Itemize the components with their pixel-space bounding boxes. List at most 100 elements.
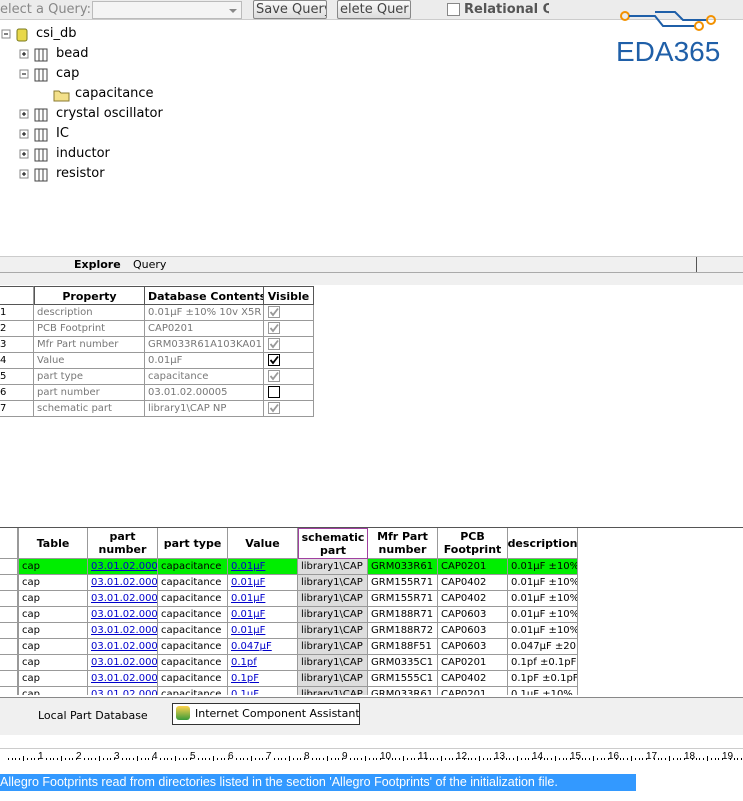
result-cell: 0.1pf ±0.1pF: [508, 655, 578, 671]
ruler-tick: [448, 758, 450, 760]
tree-node[interactable]: resistor: [56, 166, 105, 181]
ruler-tick: [691, 758, 693, 760]
ruler-tick: [593, 756, 594, 761]
ruler-label: 18: [684, 751, 696, 762]
result-cell[interactable]: 0.01µF: [228, 575, 298, 591]
column-header[interactable]: part number: [88, 528, 158, 559]
ruler-tick: [589, 758, 591, 760]
result-cell[interactable]: 03.01.02.000: [88, 687, 158, 695]
result-cell[interactable]: 03.01.02.000: [88, 607, 158, 623]
ruler-tick: [186, 758, 188, 760]
column-header[interactable]: Value: [228, 528, 298, 559]
ruler-tick: [137, 756, 138, 761]
tree-node[interactable]: bead: [56, 46, 89, 61]
result-cell[interactable]: 03.01.02.000: [88, 671, 158, 687]
result-cell[interactable]: 0.01µF: [228, 623, 298, 639]
result-cell[interactable]: 03.01.02.000: [88, 639, 158, 655]
result-cell[interactable]: 0.1pF: [228, 671, 298, 687]
delete-query-button[interactable]: elete Quer: [337, 0, 411, 19]
ruler-tick: [228, 758, 230, 760]
ruler-tick: [296, 758, 298, 760]
column-header[interactable]: Table: [18, 528, 88, 559]
ruler-tick: [281, 758, 283, 760]
ruler-tick: [53, 758, 55, 760]
result-cell[interactable]: 0.01µF: [228, 559, 298, 575]
visible-checkbox: [268, 338, 280, 350]
result-cell: CAP0201: [438, 655, 508, 671]
tab-query[interactable]: Query: [133, 258, 167, 271]
ruler-tick: [452, 758, 454, 760]
tree-node[interactable]: IC: [56, 126, 69, 141]
ruler-tick: [570, 758, 572, 760]
ruler-tick: [365, 756, 366, 761]
ruler-tick: [72, 758, 74, 760]
ruler-tick: [64, 758, 66, 760]
result-cell: cap: [18, 671, 88, 687]
ruler-tick: [190, 758, 192, 760]
ruler-tick: [581, 758, 583, 760]
ruler-tick: [532, 758, 534, 760]
tree-node[interactable]: capacitance: [75, 86, 154, 101]
result-cell[interactable]: 0.047µF: [228, 639, 298, 655]
result-cell[interactable]: 0.1µF: [228, 687, 298, 695]
result-cell: cap: [18, 655, 88, 671]
tree-root[interactable]: csi_db: [36, 26, 77, 41]
tree-node[interactable]: crystal oscillator: [56, 106, 163, 121]
ruler-tick: [300, 758, 302, 760]
result-cell: cap: [18, 607, 88, 623]
ruler-tick: [125, 758, 127, 760]
ruler-tick: [456, 758, 458, 760]
db-icon: [16, 28, 28, 42]
tab-ica[interactable]: Internet Component Assistant (ICA): [172, 703, 360, 725]
result-cell: 0.01µF ±10%: [508, 559, 578, 575]
ruler-tick: [714, 758, 716, 760]
ruler-tick: [254, 758, 256, 760]
visible-checkbox: [268, 386, 280, 398]
column-header[interactable]: PCB Footprint: [438, 528, 508, 559]
column-header[interactable]: Mfr Part number: [368, 528, 438, 559]
result-cell[interactable]: 0.01µF: [228, 607, 298, 623]
ruler-tick: [342, 758, 344, 760]
tab-local-part-database[interactable]: Local Part Database: [38, 709, 148, 722]
ruler-tick: [201, 758, 203, 760]
relational-checkbox[interactable]: [447, 3, 460, 16]
result-cell[interactable]: 03.01.02.000: [88, 575, 158, 591]
result-cell[interactable]: 03.01.02.000: [88, 655, 158, 671]
ruler-tick: [243, 758, 245, 760]
ruler-tick: [733, 758, 735, 760]
save-query-button[interactable]: Save Query: [253, 0, 327, 19]
result-cell: GRM1555C1: [368, 671, 438, 687]
column-header[interactable]: description: [508, 528, 578, 559]
result-cell[interactable]: 03.01.02.000: [88, 559, 158, 575]
ruler-tick: [509, 758, 511, 760]
column-header[interactable]: schematic part: [298, 528, 368, 559]
ruler: 1234567891011121314151617181920: [0, 748, 743, 768]
tab-explore[interactable]: Explore: [74, 258, 121, 271]
visible-cell: [264, 321, 314, 337]
ruler-tick: [471, 758, 473, 760]
ruler-tick: [357, 758, 359, 760]
ruler-tick: [539, 758, 541, 760]
property-contents: capacitance: [145, 369, 264, 385]
tree-node[interactable]: inductor: [56, 146, 110, 161]
result-cell: GRM188R71: [368, 607, 438, 623]
ruler-tick: [235, 758, 237, 760]
column-header[interactable]: part type: [158, 528, 228, 559]
ruler-tick: [467, 758, 469, 760]
tree-node[interactable]: cap: [56, 66, 80, 81]
result-cell[interactable]: 0.01µF: [228, 591, 298, 607]
query-dropdown[interactable]: [92, 1, 242, 19]
ruler-label: 9: [342, 751, 348, 762]
ruler-tick: [653, 758, 655, 760]
column-header: Property: [34, 286, 145, 305]
result-cell[interactable]: 0.1pf: [228, 655, 298, 671]
result-cell[interactable]: 03.01.02.000: [88, 623, 158, 639]
result-cell: GRM033R61: [368, 687, 438, 695]
expander: [19, 149, 29, 159]
ruler-tick: [121, 758, 123, 760]
ruler-tick: [661, 758, 663, 760]
result-cell[interactable]: 03.01.02.000: [88, 591, 158, 607]
property-contents: GRM033R61A103KA01: [145, 337, 264, 353]
row-header: [0, 623, 18, 639]
ruler-tick: [277, 758, 279, 760]
